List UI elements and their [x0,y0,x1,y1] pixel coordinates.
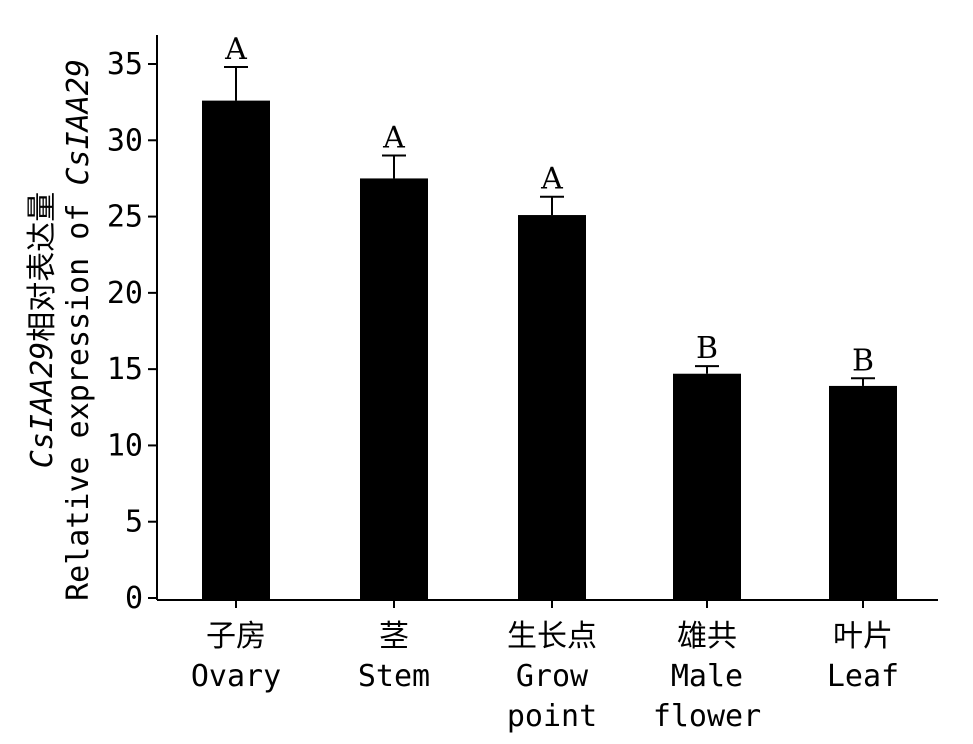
y-tick-label: 5 [125,505,143,540]
y-axis-title-gene: CsIAA29 [25,342,60,468]
y-axis-title-line1: CsIAA29相对表达量 [25,192,60,468]
x-tick-label-cn: 茎 [379,619,409,654]
y-axis-title-gene-en: CsIAA29 [61,59,96,185]
bar [673,373,741,600]
significance-label: A [224,32,247,67]
y-axis-title-cn: 相对表达量 [25,192,60,342]
significance-label: A [540,162,563,197]
labels: A 子房 Ovary A 茎 Stem A 生长点 Grow point B 雄共 Male flower… [191,32,899,734]
axes: 0 5 10 15 20 25 30 35 [107,35,938,616]
x-tick-label-cn: 生长点 [507,619,597,654]
y-axis-title-line2: Relative expression of CsIAA29 [61,59,96,601]
bars [202,66,897,601]
x-tick-label-en: Grow [516,659,589,694]
y-tick-label: 15 [107,352,143,387]
bar [518,215,586,600]
y-tick-label: 35 [107,47,143,82]
bar [829,385,897,600]
x-tick-label-en: point [507,699,597,734]
bar [202,100,270,601]
x-tick-label-cn: 雄共 [677,619,737,654]
x-tick-label-cn: 子房 [206,619,266,654]
bar [360,178,428,600]
x-tick-label-en: Leaf [827,659,899,694]
x-tick-label-cn: 叶片 [833,619,893,654]
y-tick-label: 25 [107,200,143,235]
x-tick-label-en: Ovary [191,659,281,694]
y-tick-label: 30 [107,123,143,158]
significance-label: A [382,121,405,156]
y-axis-title-en: Relative expression of [61,186,96,601]
y-tick-label: 20 [107,276,143,311]
significance-label: B [852,343,874,378]
x-tick-label-en: Stem [358,659,430,694]
x-tick-label-en: flower [653,699,761,734]
significance-label: B [696,331,718,366]
x-tick-label-en: Male [671,659,743,694]
y-tick-label: 0 [125,581,143,616]
y-tick-label: 10 [107,428,143,463]
